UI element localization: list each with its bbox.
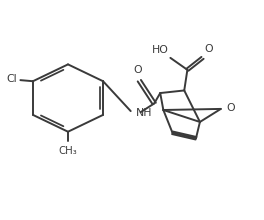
Text: HO: HO xyxy=(152,45,168,55)
Text: CH₃: CH₃ xyxy=(59,146,77,156)
Text: Cl: Cl xyxy=(7,74,17,84)
Text: O: O xyxy=(134,65,142,75)
Text: NH: NH xyxy=(135,108,152,118)
Text: O: O xyxy=(205,44,213,54)
Text: O: O xyxy=(227,103,235,113)
